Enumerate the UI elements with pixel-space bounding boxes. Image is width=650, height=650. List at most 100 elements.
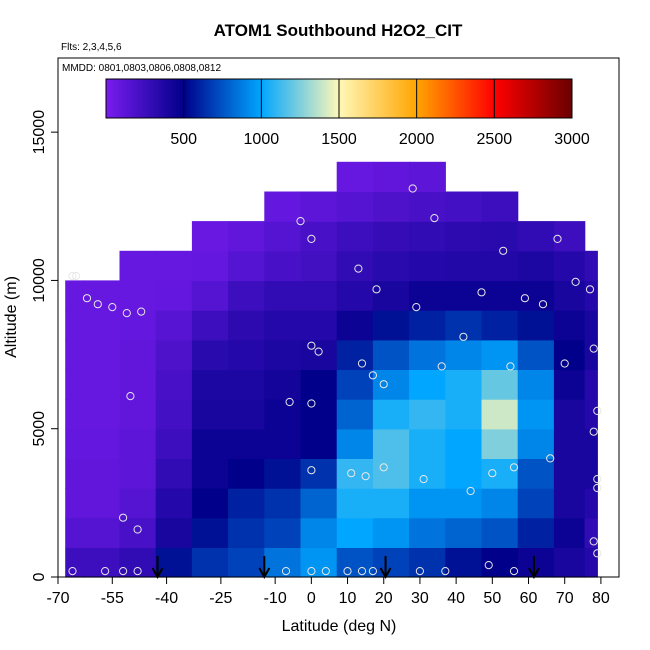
flights-label: Flts: 2,3,4,5,6 <box>61 42 122 53</box>
observation-marker <box>101 567 110 576</box>
observation-marker <box>354 264 363 273</box>
heatmap-cell <box>155 399 193 430</box>
heatmap-cell <box>65 547 84 578</box>
heatmap-cell <box>517 369 555 400</box>
heatmap-cell <box>409 221 446 252</box>
plot-area: MMDD: 0801,0803,0806,0808,0812 <box>57 57 620 580</box>
heatmap-cell <box>336 517 374 548</box>
heatmap-cell <box>481 488 519 519</box>
heatmap-cell <box>517 250 555 282</box>
heatmap-cell <box>300 547 338 578</box>
observation-marker <box>119 513 128 522</box>
observation-marker <box>368 567 377 576</box>
heatmap-cell <box>191 458 229 489</box>
heatmap-cell <box>336 399 374 430</box>
x-tick-label: -40 <box>155 590 178 607</box>
colorbar-ticks: 500 1000 1500 2000 2500 3000 <box>170 79 590 148</box>
observation-marker <box>408 184 417 193</box>
heatmap-cell <box>409 161 446 193</box>
heatmap-cell <box>336 547 374 578</box>
observation-marker <box>415 567 424 576</box>
heatmap-cell <box>191 399 229 430</box>
observation-marker <box>553 234 562 243</box>
heatmap-cell <box>409 458 446 489</box>
colorbar: 500 1000 1500 2000 2500 3000 <box>105 78 590 148</box>
x-tick-label: -70 <box>46 590 69 607</box>
observation-marker <box>82 294 92 303</box>
heatmap-cell <box>372 310 410 341</box>
heatmap-cell <box>517 428 555 459</box>
colorbar-tick-label: 1500 <box>321 131 357 148</box>
observation-marker <box>499 246 508 255</box>
heatmap-cell <box>336 428 374 459</box>
heatmap-cell <box>584 547 598 578</box>
heatmap-cell <box>553 458 586 489</box>
observation-marker <box>314 347 323 356</box>
heatmap-cell <box>228 547 265 578</box>
heatmap-cell <box>481 191 519 222</box>
observation-markers <box>68 184 602 576</box>
heatmap-cell <box>445 517 483 548</box>
x-tick-label: 40 <box>447 590 465 607</box>
y-tick-label: 5000 <box>31 411 48 447</box>
heatmap-cell <box>409 339 446 370</box>
heatmap-cell <box>119 310 157 341</box>
observation-marker <box>307 341 316 350</box>
observation-marker <box>133 525 142 534</box>
heatmap-cell <box>119 399 157 430</box>
heatmap-cell <box>65 488 84 519</box>
heatmap-cell <box>155 280 193 311</box>
heatmap-cell <box>409 517 446 548</box>
heatmap-cell <box>481 547 519 578</box>
heatmap-cell <box>409 369 446 400</box>
heatmap-cell <box>553 221 586 252</box>
heatmap-cell <box>553 250 586 282</box>
heatmap-cell <box>300 428 338 459</box>
observation-marker <box>372 285 381 294</box>
heatmap-cell <box>372 547 410 578</box>
observation-marker <box>412 303 421 312</box>
heatmap-cell <box>372 250 410 282</box>
heatmap-cell <box>119 250 157 282</box>
heatmap-cell <box>372 339 410 370</box>
heatmap-cell <box>553 369 586 400</box>
heatmap-cell <box>336 369 374 400</box>
observation-marker <box>357 359 367 368</box>
x-axis: -70 -55 -40 -25 -10 0 10 20 30 40 50 60 70 80 <box>46 577 610 607</box>
observation-marker <box>520 294 530 303</box>
heatmap-cell <box>228 399 265 430</box>
observation-marker <box>593 475 602 484</box>
heatmap-cell <box>83 399 121 430</box>
heatmap-cell <box>517 310 555 341</box>
x-tick-label: 30 <box>411 590 429 607</box>
heatmap-cell <box>264 488 302 519</box>
colorbar-tick-label: 2000 <box>399 131 435 148</box>
heatmap-cell <box>300 221 338 252</box>
heatmap-cell <box>119 428 157 459</box>
observation-marker <box>93 300 102 309</box>
observation-marker <box>108 303 117 312</box>
heatmap-cell <box>155 339 193 370</box>
heatmap-cell <box>336 339 374 370</box>
observation-marker <box>560 359 569 368</box>
heatmap-cell <box>517 280 555 311</box>
observation-marker <box>126 392 135 401</box>
heatmap-cell <box>445 428 483 459</box>
heatmap-cell <box>191 488 229 519</box>
x-tick-label: 70 <box>556 590 574 607</box>
heatmap-cell <box>481 310 519 341</box>
x-tick-label: 50 <box>483 590 501 607</box>
heatmap-cell <box>517 488 555 519</box>
heatmap-cell <box>228 428 265 459</box>
heatmap-cell <box>517 339 555 370</box>
x-axis-label: Latitude (deg N) <box>282 618 397 635</box>
observation-marker <box>589 344 598 353</box>
heatmap-cell <box>372 280 410 311</box>
observation-marker <box>441 567 450 576</box>
heatmap-cell <box>372 399 410 430</box>
observation-marker <box>509 567 519 576</box>
heatmap-cell <box>191 221 229 252</box>
x-tick-label: 20 <box>375 590 393 607</box>
heatmap-cell <box>584 339 598 370</box>
